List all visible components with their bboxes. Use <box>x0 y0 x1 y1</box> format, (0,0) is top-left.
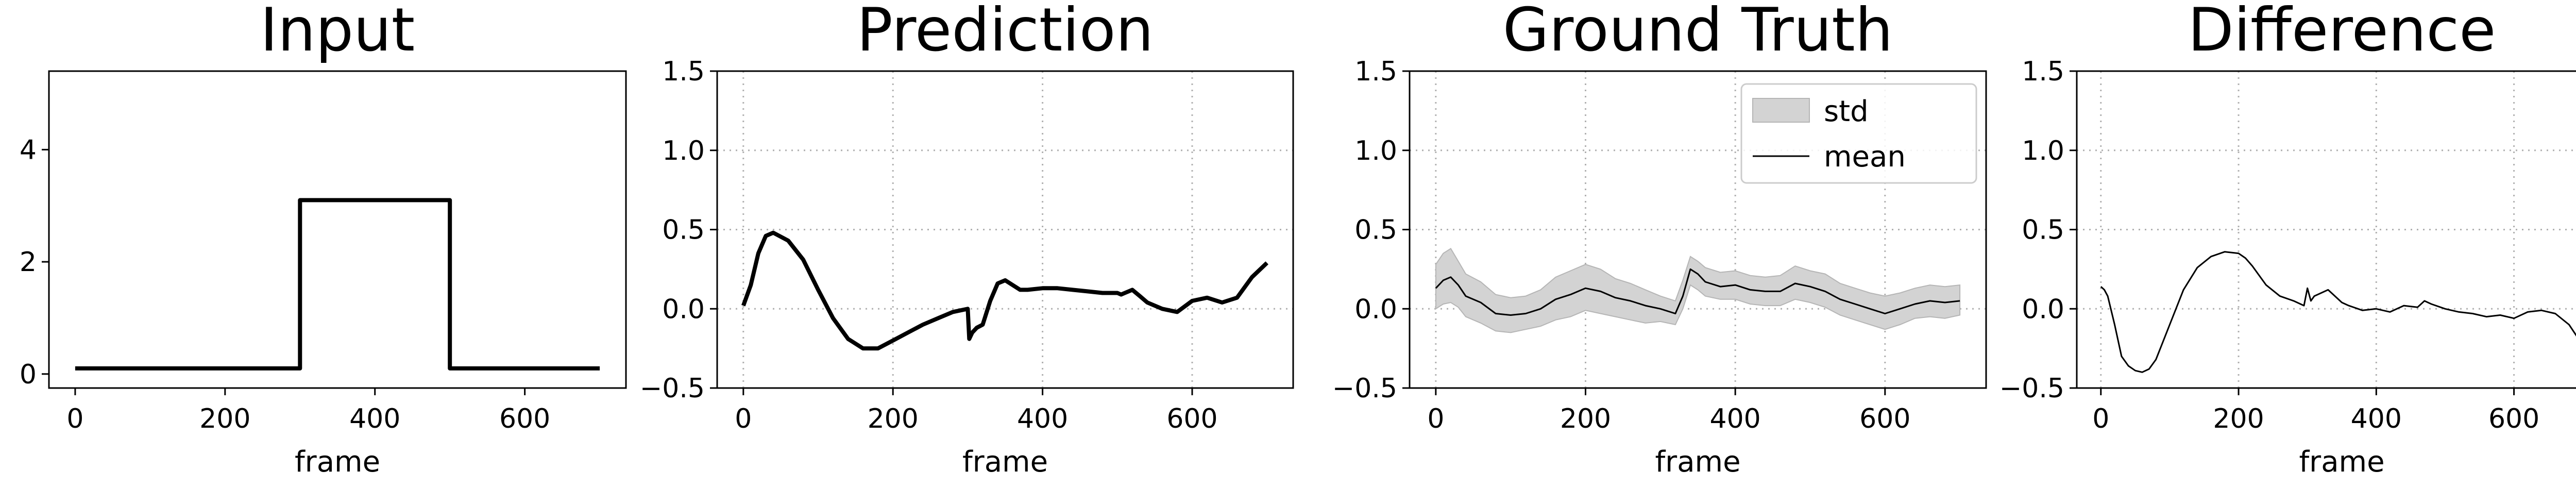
plot-area <box>1435 248 1961 333</box>
y-tick-label: 1.0 <box>2022 136 2064 166</box>
x-tick-label: 0 <box>66 403 83 434</box>
plot-area <box>75 198 600 371</box>
difference-line <box>2100 251 2576 373</box>
legend-swatch-std <box>1752 98 1810 123</box>
panel-4: 0 200 400 600 −0.5 0.0 0.5 1.0 1.5 Difference fram… <box>1999 0 2576 479</box>
x-tick-label: 0 <box>735 403 752 434</box>
x-axis-label: frame <box>1655 445 1740 479</box>
y-tick-label: 0.5 <box>662 215 705 246</box>
y-tick-label: 1.5 <box>2022 56 2064 87</box>
x-tick-label: 400 <box>1710 403 1761 434</box>
panel-title: Input <box>260 0 415 65</box>
y-tick-label: 0 <box>20 359 37 390</box>
x-tick-label: 200 <box>199 403 250 434</box>
x-tick-label: 400 <box>1017 403 1068 434</box>
x-axis-label: frame <box>962 445 1048 479</box>
x-tick-label: 600 <box>2488 403 2539 434</box>
y-tick-label: 0.0 <box>662 294 705 325</box>
y-tick-label: 1.5 <box>662 56 705 87</box>
legend: std mean <box>1740 83 1977 184</box>
legend-label-mean: mean <box>1824 140 1906 174</box>
x-tick-label: 600 <box>1166 403 1217 434</box>
x-tick-label: 0 <box>1427 403 1444 434</box>
plot-area <box>741 230 1268 351</box>
x-axis-label: frame <box>2299 445 2384 479</box>
y-tick-label: 0.5 <box>1354 215 1397 246</box>
panel-title: Prediction <box>857 0 1154 65</box>
x-axis-label: frame <box>295 445 380 479</box>
y-tick-label: 0.0 <box>1354 294 1397 325</box>
x-tick-label: 600 <box>1859 403 1910 434</box>
panel-1: 0 200 400 600 0 2 4 Input frame <box>20 0 627 479</box>
y-tick-label: 4 <box>20 134 37 165</box>
y-tick-label: −0.5 <box>1332 373 1397 404</box>
x-tick-label: 200 <box>868 403 919 434</box>
y-tick-label: 1.5 <box>1354 56 1397 87</box>
panel-title: Ground Truth <box>1503 0 1893 65</box>
x-tick-label: 200 <box>2213 403 2264 434</box>
panel-2: 0 200 400 600 −0.5 0.0 0.5 1.0 1.5 Prediction fram… <box>640 0 1294 479</box>
panel-3: 0 200 400 600 −0.5 0.0 0.5 1.0 1.5 Ground Truth fr… <box>1332 0 1987 479</box>
y-tick-label: −0.5 <box>640 373 705 404</box>
x-tick-label: 600 <box>499 403 550 434</box>
input-line <box>75 198 600 371</box>
y-tick-label: 0.5 <box>2022 215 2064 246</box>
plot-area <box>2100 251 2576 373</box>
y-tick-label: −0.5 <box>1999 373 2064 404</box>
legend-label-std: std <box>1824 95 1869 128</box>
x-tick-label: 0 <box>2092 403 2109 434</box>
x-tick-label: 200 <box>1560 403 1611 434</box>
y-tick-label: 1.0 <box>662 136 705 166</box>
axes-frame <box>48 70 627 389</box>
y-tick-label: 2 <box>20 247 37 278</box>
y-tick-label: 1.0 <box>1354 136 1397 166</box>
x-tick-label: 400 <box>349 403 400 434</box>
x-tick-label: 400 <box>2351 403 2402 434</box>
panel-title: Difference <box>2188 0 2496 65</box>
y-tick-label: 0.0 <box>2022 294 2064 325</box>
prediction-line <box>741 230 1268 351</box>
mean-line <box>1435 268 1960 316</box>
std-band <box>1435 248 1961 333</box>
